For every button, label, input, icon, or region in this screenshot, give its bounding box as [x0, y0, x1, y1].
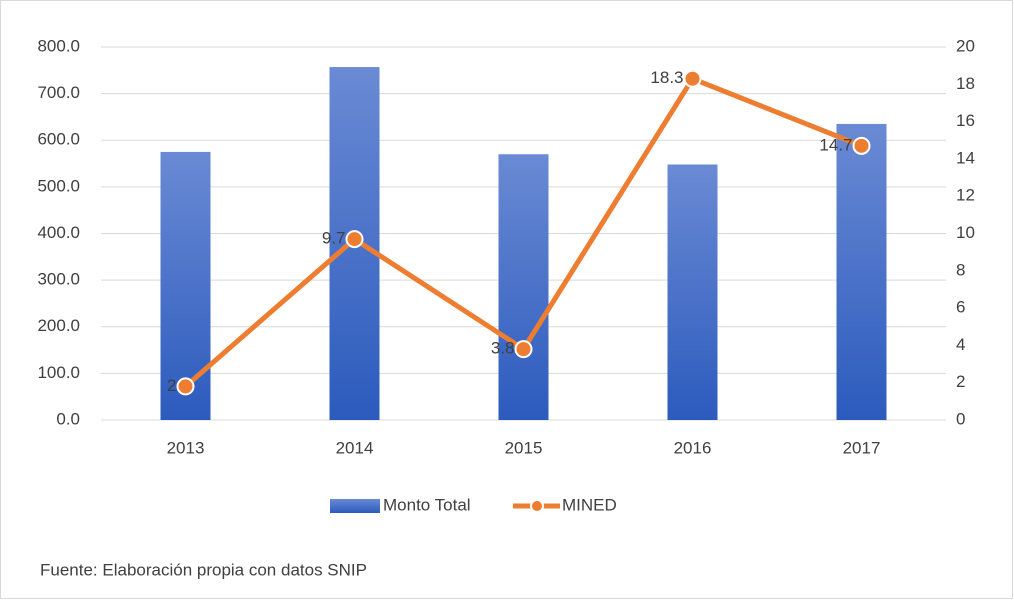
y2-tick-label: 18: [956, 74, 975, 93]
y2-tick-label: 2: [956, 372, 965, 391]
y-tick-label: 800.0: [37, 36, 80, 55]
x-tick-label: 2014: [336, 438, 374, 457]
bar: [498, 154, 549, 421]
x-tick-label: 2013: [167, 438, 205, 457]
y2-tick-label: 8: [956, 260, 965, 279]
y2-tick-label: 14: [956, 148, 975, 167]
y-tick-label: 200.0: [37, 316, 80, 335]
data-label: 3.8: [491, 339, 515, 358]
y2-tick-label: 20: [956, 36, 975, 55]
y-tick-label: 300.0: [37, 270, 80, 289]
line-marker: [852, 136, 871, 155]
data-label: 18.3: [650, 68, 683, 87]
legend-label: MINED: [562, 495, 617, 514]
legend-marker: [530, 499, 544, 513]
x-tick-label: 2017: [843, 438, 881, 457]
x-tick-label: 2015: [505, 438, 543, 457]
data-label: 9.7: [322, 229, 346, 248]
line-marker: [683, 69, 702, 88]
data-label: 2: [167, 376, 176, 395]
legend-swatch: [330, 499, 380, 513]
y-tick-label: 700.0: [37, 83, 80, 102]
y2-tick-label: 4: [956, 335, 965, 354]
bar: [160, 151, 211, 420]
y2-tick-label: 12: [956, 186, 975, 205]
x-tick-label: 2016: [674, 438, 712, 457]
line-marker: [514, 340, 533, 359]
y-tick-label: 600.0: [37, 130, 80, 149]
source-note: Fuente: Elaboración propia con datos SNI…: [40, 560, 367, 579]
y2-tick-label: 16: [956, 111, 975, 130]
y2-tick-label: 0: [956, 409, 965, 428]
y2-tick-label: 6: [956, 298, 965, 317]
y-tick-label: 100.0: [37, 363, 80, 382]
bar: [836, 123, 887, 421]
y-tick-label: 500.0: [37, 176, 80, 195]
line-marker: [176, 377, 195, 396]
y2-tick-label: 10: [956, 223, 975, 242]
data-label: 14.7: [819, 135, 852, 154]
bar: [667, 164, 718, 420]
legend-label: Monto Total: [383, 495, 471, 514]
y-tick-label: 0.0: [56, 409, 80, 428]
y-tick-label: 400.0: [37, 223, 80, 242]
line-marker: [345, 230, 364, 249]
